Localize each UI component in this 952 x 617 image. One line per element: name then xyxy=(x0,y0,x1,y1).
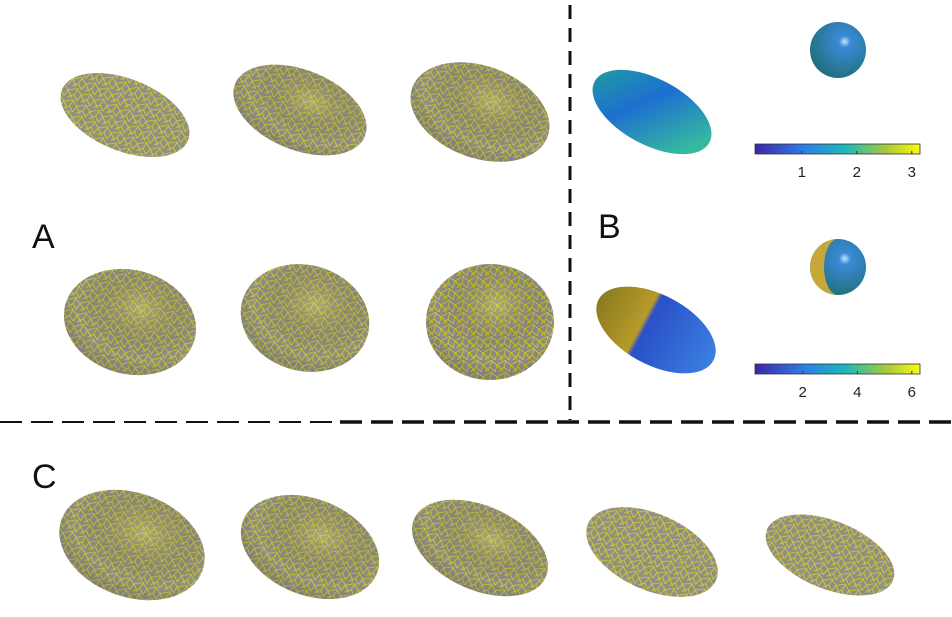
mesh xyxy=(48,56,201,174)
shade xyxy=(426,264,554,380)
shade xyxy=(220,47,380,174)
colored-mesh xyxy=(579,52,725,171)
shade xyxy=(44,470,221,617)
panel-b xyxy=(579,22,866,391)
panel-label: A xyxy=(32,218,55,256)
figure: A B C 1 2 3 2 4 6 xyxy=(0,0,952,617)
colored-mesh xyxy=(582,269,730,392)
colorbar xyxy=(755,144,920,154)
meshes-c xyxy=(44,470,906,617)
page: A B C 123246 (() => { const data = JSON.… xyxy=(0,0,952,617)
shade xyxy=(52,254,208,389)
colorbar-tick-label: 4 xyxy=(853,384,861,401)
colorbar-tick-label: 2 xyxy=(799,384,807,401)
mesh xyxy=(573,489,732,615)
colorbar-tick-label: 1 xyxy=(798,164,806,181)
shade xyxy=(397,44,564,180)
colorbar xyxy=(755,364,920,374)
panel-label: B xyxy=(598,208,621,246)
shade xyxy=(397,480,563,615)
panel-label: C xyxy=(32,458,57,496)
meshes-a xyxy=(48,44,563,389)
colorbar-tick-label: 3 xyxy=(908,164,916,181)
colorbar-tick-label: 2 xyxy=(853,164,861,181)
colorbar-tick-label: 6 xyxy=(908,384,916,401)
shade xyxy=(228,250,381,386)
shade xyxy=(225,476,394,617)
sphere xyxy=(810,22,866,78)
mesh xyxy=(754,498,906,612)
